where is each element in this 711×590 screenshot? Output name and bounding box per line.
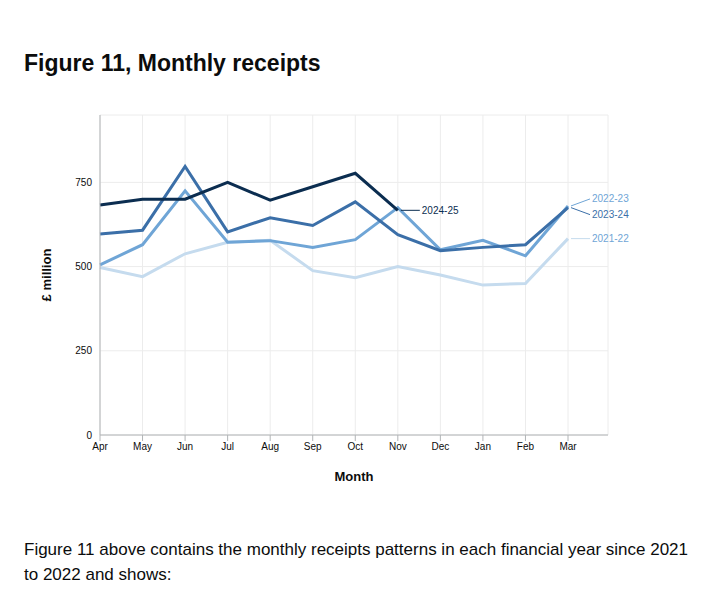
svg-text:Jul: Jul (221, 441, 234, 452)
svg-text:250: 250 (75, 345, 92, 356)
svg-text:Nov: Nov (389, 441, 407, 452)
svg-text:Sep: Sep (304, 441, 322, 452)
svg-text:Jun: Jun (177, 441, 193, 452)
svg-text:2022-23: 2022-23 (592, 193, 629, 204)
svg-text:2023-24: 2023-24 (592, 209, 629, 220)
svg-text:2021-22: 2021-22 (592, 233, 629, 244)
svg-text:Dec: Dec (431, 441, 449, 452)
svg-text:Jan: Jan (475, 441, 491, 452)
svg-text:Apr: Apr (92, 441, 108, 452)
svg-text:2024-25: 2024-25 (422, 205, 459, 216)
svg-text:500: 500 (75, 261, 92, 272)
html-text:Figure 11 above contains the m: Figure 11 above contains the monthly rec… (24, 540, 688, 584)
svg-text:£ million: £ million (39, 249, 54, 302)
svg-text:Month: Month (335, 469, 374, 484)
html-text:Figure 11, Monthly receipts: Figure 11, Monthly receipts (24, 50, 321, 76)
svg-text:May: May (133, 441, 152, 452)
svg-text:Oct: Oct (347, 441, 363, 452)
svg-text:Feb: Feb (517, 441, 535, 452)
svg-text:Mar: Mar (559, 441, 577, 452)
svg-text:750: 750 (75, 177, 92, 188)
svg-text:Aug: Aug (261, 441, 279, 452)
svg-text:0: 0 (86, 430, 92, 441)
